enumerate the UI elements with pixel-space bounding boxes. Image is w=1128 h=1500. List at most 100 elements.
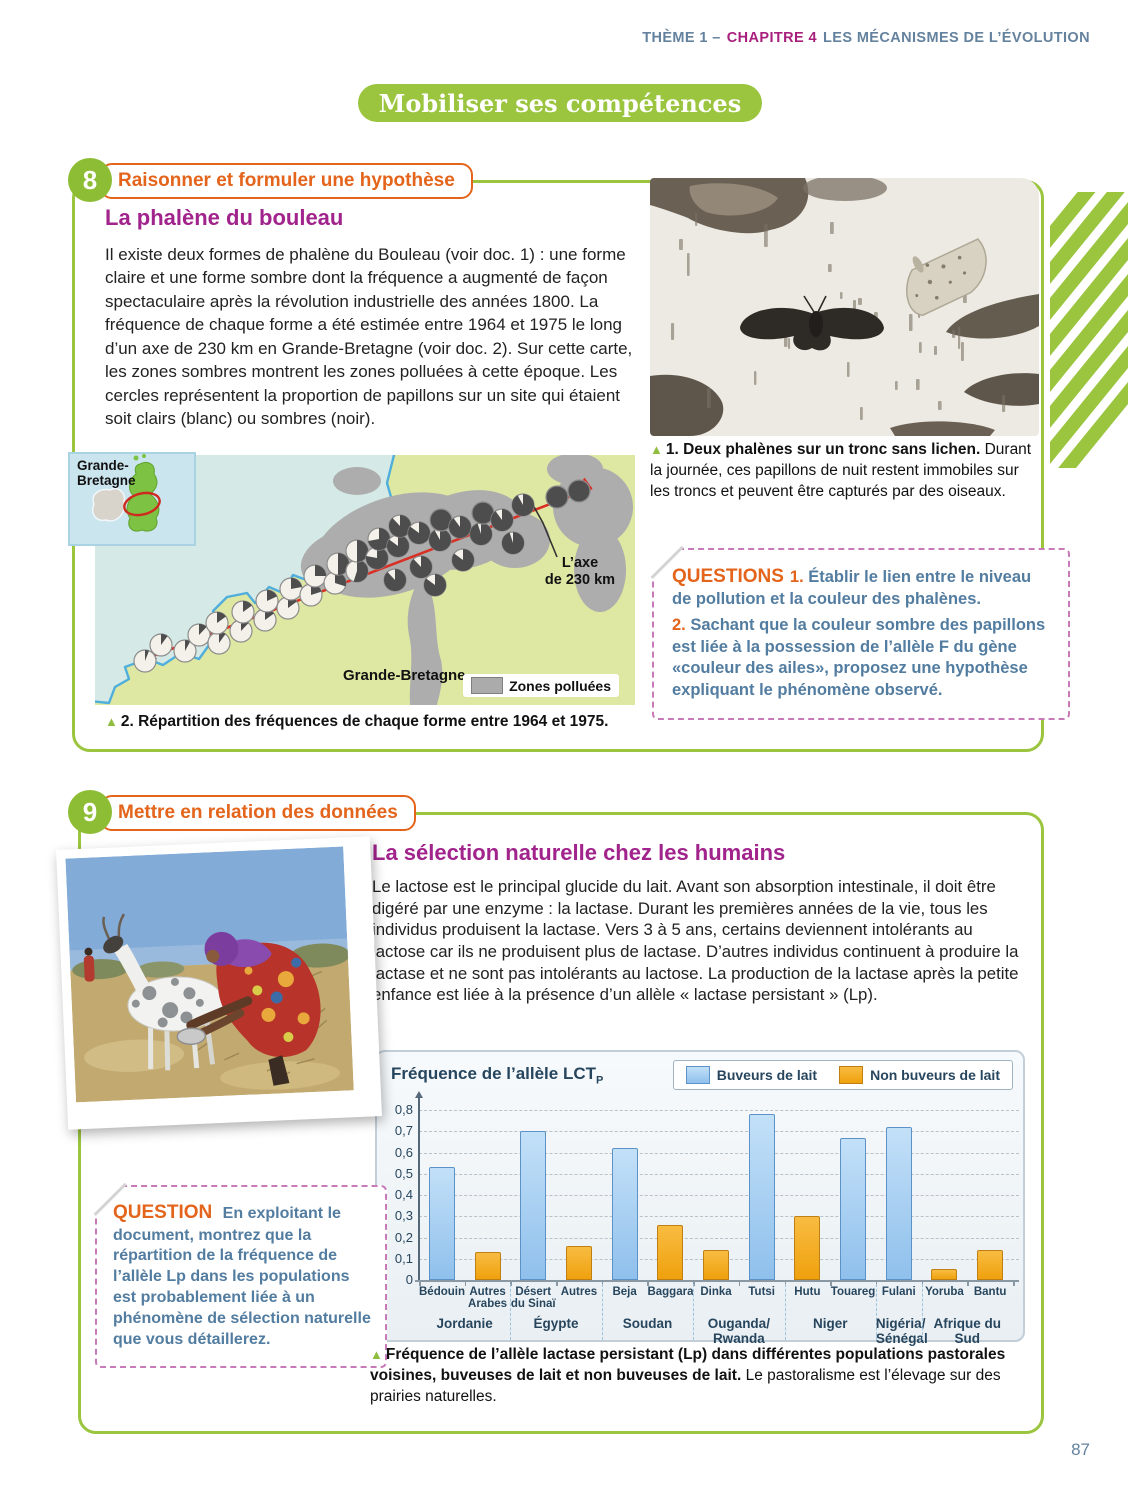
y-tick-label: 0,3 (394, 1208, 413, 1224)
bar-autres-arabes (474, 1252, 501, 1280)
y-axis-arrow (414, 1091, 423, 1098)
question-text: QUESTION En exploitant le document, mont… (113, 1201, 371, 1350)
group-label: Égypte (533, 1316, 579, 1331)
distant-person (83, 955, 95, 982)
bar-chart-plot: 0 0,1 0,2 0,3 0,4 0,5 0,6 0,7 0,8 Bédouin Autres A… (377, 1052, 1023, 1346)
x-axis-label: Baggara (647, 1286, 694, 1298)
x-axis-label: Désert du Sinaï (510, 1286, 556, 1311)
goat-milking-photo (56, 836, 382, 1130)
x-axis-label: Autres Arabes (468, 1286, 508, 1311)
group-separator (510, 1284, 512, 1340)
group-separator (921, 1284, 923, 1340)
map-graphic (95, 455, 635, 705)
axis-tick (556, 1281, 558, 1286)
group-separator (601, 1284, 603, 1340)
group-separator (875, 1284, 877, 1340)
x-axis-label: Autres (560, 1286, 598, 1298)
x-axis (415, 1280, 1019, 1282)
map-inset: Grande- Bretagne (68, 452, 196, 546)
x-axis-label: Hutu (794, 1286, 821, 1298)
x-axis-label: Bédouin (419, 1286, 465, 1298)
polluted-zone-swatch (471, 677, 504, 694)
great-britain-label: Grande-Bretagne (343, 667, 466, 684)
x-axis-label: Bantu (973, 1286, 1007, 1298)
section9-body: Le lactose est le principal glucide du l… (372, 877, 1019, 1005)
y-tick-label: 0,5 (394, 1165, 413, 1181)
question-1-number: 1. (789, 568, 804, 586)
x-axis-label: Touareg (830, 1286, 876, 1298)
question-2: 2. Sachant que la couleur sombre des pap… (672, 615, 1052, 702)
x-axis-label: Tutsi (748, 1286, 775, 1298)
y-tick-label: 0,4 (394, 1187, 413, 1202)
bar-désert-du-sinaï (520, 1131, 547, 1280)
axis-230km-label: L’axe de 230 km (544, 555, 616, 589)
x-axis-label: Fulani (881, 1286, 916, 1298)
section9-title: La sélection naturelle chez les humains (372, 840, 786, 865)
question-label: QUESTION (113, 1202, 213, 1223)
bar-hutu (794, 1216, 821, 1280)
group-label: Jordanie (436, 1316, 493, 1331)
milking-woman (176, 931, 321, 1086)
axis-tick (1013, 1281, 1015, 1286)
bar-touareg (840, 1137, 867, 1280)
caption1-bold: 1. Deux phalènes sur un tronc sans liche… (665, 441, 981, 458)
bar-dinka (703, 1250, 729, 1280)
question-1: QUESTIONS 1. Établir le lien entre le niv… (672, 564, 1052, 611)
gridline (419, 1173, 1019, 1175)
axis-tick (419, 1281, 421, 1286)
dark-moth (740, 295, 884, 351)
caption-triangle-icon: ▲ (370, 1347, 383, 1362)
axis-tick (464, 1281, 467, 1286)
chart-caption: ▲ Fréquence de l’allèle lactase persistan… (370, 1345, 1028, 1408)
inset-graphic (92, 454, 161, 532)
chart-title-subscript: P (596, 1074, 604, 1087)
inset-label: Grande- Bretagne (77, 458, 136, 489)
axis-tick (921, 1281, 924, 1286)
group-label: Afrique du Sud (933, 1316, 1002, 1347)
group-label: Soudan (622, 1316, 673, 1331)
map-caption: ▲ 2. Répartition des fréquences de chaque… (105, 712, 645, 733)
gridline (419, 1195, 1019, 1196)
y-tick-label: 0,6 (394, 1144, 413, 1160)
chart-panel: Fréquence de l’allèle LCTP Buveurs de la… (375, 1050, 1025, 1346)
decorative-stripes (1050, 192, 1128, 468)
bar-yoruba (931, 1269, 958, 1280)
map-doc2: Grande- Bretagne L’axe de 230 km Grande-… (68, 452, 635, 705)
y-axis (418, 1098, 420, 1280)
chart-title: Fréquence de l’allèle LCTP (391, 1064, 603, 1086)
group-label: Niger (812, 1316, 848, 1331)
y-tick-label: 0,8 (394, 1102, 413, 1117)
stripes-graphic (1050, 192, 1128, 468)
bar-baggara (657, 1224, 684, 1280)
section9-question-box: QUESTION En exploitant le document, mont… (93, 1182, 387, 1369)
caption1-rest: Durant la journée, ces papillons de nuit… (650, 441, 1032, 500)
caption-triangle-icon: ▲ (650, 442, 663, 457)
page-number: 87 (1071, 1440, 1090, 1459)
question-2-number: 2. (672, 615, 686, 634)
gridline (419, 1110, 1019, 1111)
page-banner: Mobiliser ses compétences (358, 84, 762, 122)
group-separator (693, 1284, 695, 1340)
axis-tick (510, 1281, 512, 1286)
axis-tick (738, 1281, 741, 1286)
bar-beja (611, 1148, 638, 1280)
bar-bantu (977, 1250, 1004, 1280)
x-axis-label: Beja (612, 1286, 637, 1298)
chart-caption-rest: Le pastoralisme est l’élevage sur des pr… (370, 1366, 1001, 1405)
non-milk-drinkers-swatch (839, 1066, 864, 1084)
milk-drinkers-swatch (685, 1066, 710, 1084)
chart-legend: Buveurs de lait Non buveurs de lait (672, 1060, 1013, 1090)
section9-competence-badge: Mettre en relation des données (100, 795, 416, 831)
group-separator (784, 1284, 786, 1340)
section8-number-badge: 8 (68, 158, 112, 202)
axis-label-leader (532, 504, 558, 558)
caption-triangle-icon: ▲ (105, 714, 118, 729)
y-tick-label: 0,7 (394, 1123, 413, 1139)
question-body: En exploitant le document, montrez que l… (113, 1205, 371, 1348)
moth-photo-caption: ▲ 1. Deux phalènes sur un tronc sans lich… (650, 440, 1040, 503)
header-title: LES MÉCANISMES DE L’ÉVOLUTION (823, 30, 1090, 46)
section8-questions-box: QUESTIONS 1. Établir le lien entre le niv… (650, 545, 1070, 720)
header-theme: THÈME 1 – (642, 30, 721, 46)
chart-title-text: Fréquence de l’allèle LCT (391, 1064, 597, 1083)
